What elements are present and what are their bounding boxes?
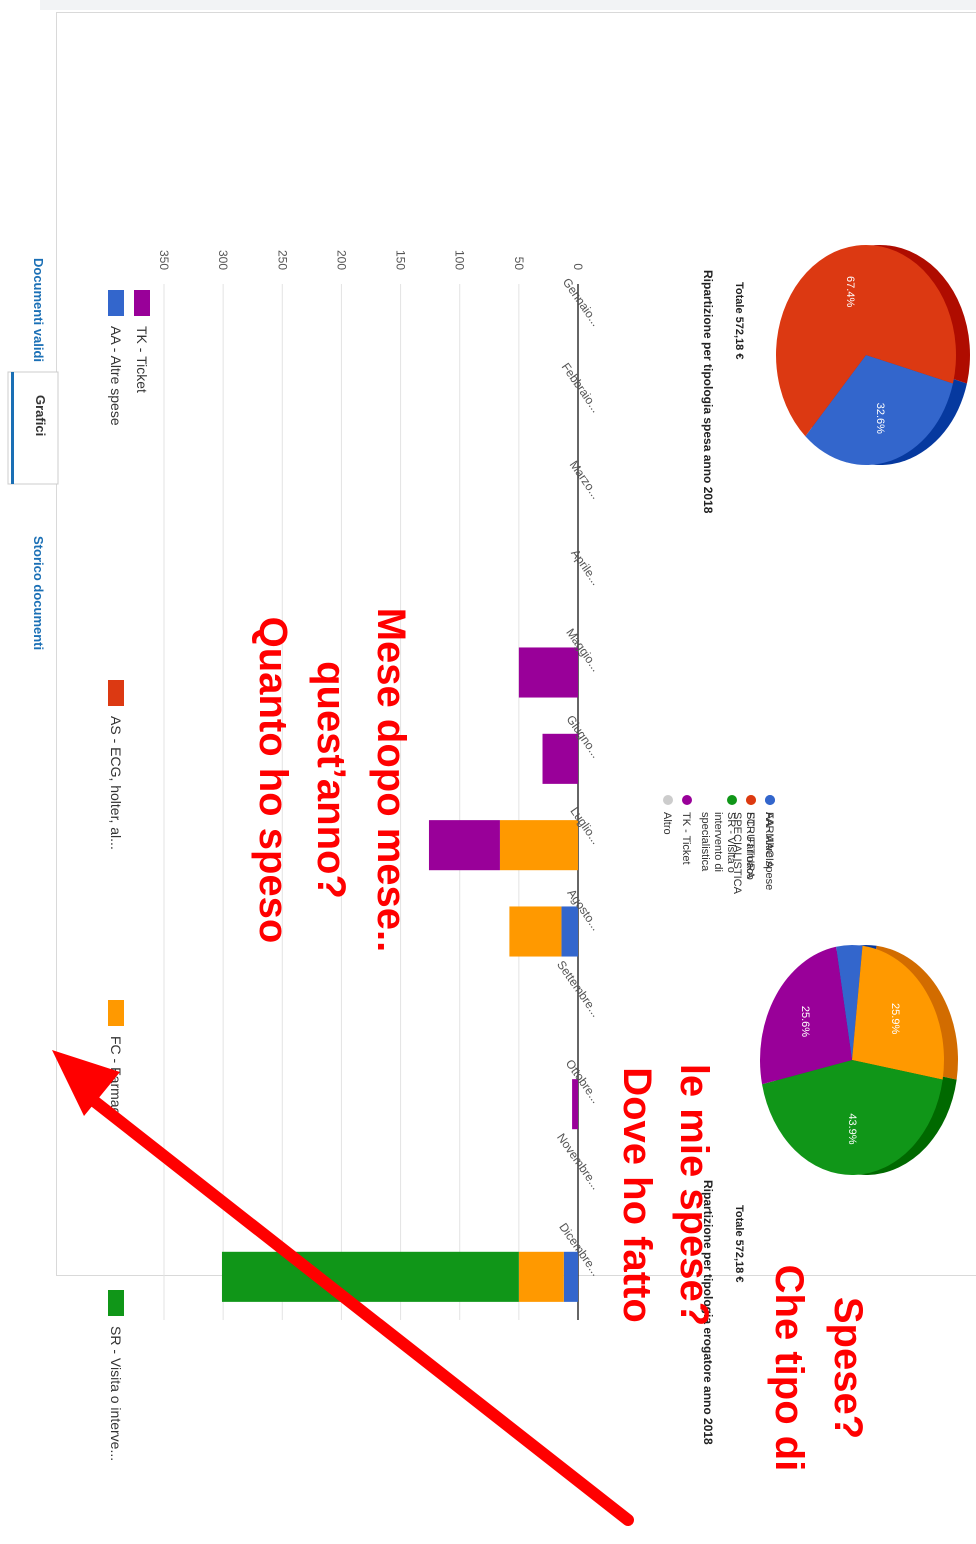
annotation-tipo-line-2: Spese? [826,1297,870,1439]
pie-tipologia-legend-label-3-3: specialistica [699,812,711,872]
legend-swatch-aa [108,290,124,316]
red-arrow-head [52,1050,120,1116]
pie-tipologia-slice-4[interactable] [760,946,852,1085]
pie-tipologia-legend-label-2-1: FC - Farmaco [744,812,756,880]
bar-12-aa[interactable] [563,1251,578,1302]
bar-7-tk[interactable] [428,820,500,871]
bar-6-tk[interactable] [542,733,578,784]
pie-erogatore-legend-label-2-2: SPECIALISTICA [731,812,743,895]
bar-7-fc[interactable] [499,820,578,871]
bar-8-fc[interactable] [509,906,562,957]
pie-chart-tipologia-spesa: Ripartizione per tipologia spesa anno 20… [661,270,958,1175]
annotation-quanto-line-1: Quanto ho speso [251,617,295,944]
pie-erogatore-legend-label-2-1: STRUTTURA [744,812,756,879]
legend-swatch-sr [108,1290,124,1316]
pie-chart-tipologia-erogatore: Ripartizione per tipologia erogatore ann… [701,245,970,1445]
y-tick-label-100: 100 [453,250,467,270]
y-tick-label-0: 0 [571,263,585,270]
pie-tipologia-legend-label-1-1: AA - Altre spese [763,812,775,890]
tab-grafici-box [7,371,59,485]
pie-tipologia-total: Totale 572,18 € [733,282,745,359]
legend-label-as: AS - ECG, holter, al... [108,716,124,850]
pie-erogatore-slice-1[interactable] [805,355,953,465]
pie-tipologia-title: Ripartizione per tipologia spesa anno 20… [701,270,715,514]
pie-tipologia-legend-label-5-1: Altro [661,812,673,835]
bar-8-aa[interactable] [561,906,578,957]
bar-12-sr[interactable] [221,1251,519,1302]
red-arrow-shaft [74,1084,634,1526]
x-tick-label-4: Aprile... [568,547,603,588]
bar-12-fc[interactable] [518,1251,564,1302]
annotation-dove-line-1: Dove ho fatto [615,1067,659,1323]
annotation-tipo: Che tipo di Spese? [767,1265,870,1472]
legend-swatch-tk [134,290,150,316]
pie-tipologia-slice-label-3: 43.9% [846,1113,858,1144]
pie-tipologia-legend-label-4-1: TK - Ticket [680,812,692,865]
pie-erogatore-total: Totale 572,18 € [733,1205,745,1282]
pie-tipologia-legend-dot-3 [727,795,737,805]
pie-tipologia-legend-dot-4 [682,795,692,805]
legend-label-aa: AA - Altre spese [108,326,124,426]
y-tick-label-200: 200 [334,250,348,270]
pie-erogatore-legend-dot-1 [765,795,775,805]
tab-documenti-validi[interactable]: Documenti validi [31,258,46,362]
legend-label-fc: FC - Farmaco [108,1036,124,1123]
x-tick-label-3: Marzo... [567,458,603,502]
annotation-quanto: Quanto ho speso quest’anno? Mese dopo me… [251,608,413,953]
pie-tipologia-legend-label-3-1: SR - Visita o [725,812,737,873]
annotation-dove: Dove ho fatto le mie spese? [615,1064,716,1326]
y-tick-label-350: 350 [157,250,171,270]
x-tick-label-2: Febbraio... [559,360,603,415]
x-tick-label-1: Gennaio... [560,275,603,328]
legend-label-sr: SR - Visita o interve... [108,1326,124,1461]
legend-swatch-fc [108,1000,124,1026]
pie-erogatore-slice-2[interactable] [776,245,956,437]
y-tick-label-150: 150 [394,250,408,270]
pie-erogatore-slice-label-1: 32.6% [874,403,886,434]
pie-tipologia-slice-label-2: 25.9% [889,1003,901,1034]
x-tick-label-10: Ottobre... [563,1057,603,1106]
annotation-quanto-line-2: quest’anno? [309,661,353,899]
pie-erogatore-legend-label-1-1: FARMACIA [763,812,775,869]
pie-tipologia-slice-label-4: 25.6% [799,1006,811,1037]
bar-10-tk[interactable] [572,1079,578,1130]
pie-tipologia-legend-dot-5 [663,795,673,805]
legend-swatch-as [108,680,124,706]
tab-storico-documenti[interactable]: Storico documenti [31,536,46,650]
y-tick-label-300: 300 [216,250,230,270]
pie-tipologia-slice-2[interactable] [852,945,944,1080]
pie-tipologia-slice-1[interactable] [836,945,863,1060]
pie-tipologia-legend-label-3-2: intervento di [712,812,724,872]
annotation-dove-line-2: le mie spese? [672,1064,716,1326]
annotation-quanto-line-3: Mese dopo mese.. [369,608,413,953]
tab-grafici-active-underline [11,372,14,484]
pie-erogatore-legend-dot-2 [746,795,756,805]
pie-tipologia-slice-3[interactable] [762,1060,943,1175]
pie-erogatore-slice-label-2: 67.4% [844,276,856,307]
tab-bar: Documenti validi Grafici Storico documen… [7,258,59,650]
y-tick-label-50: 50 [512,257,526,271]
tab-grafici[interactable]: Grafici [33,395,48,436]
y-tick-label-250: 250 [275,250,289,270]
bar-5-tk[interactable] [518,647,578,698]
red-arrow [52,1050,634,1526]
top-bar [40,0,976,10]
bar-chart-legend: AA - Altre spese AS - ECG, holter, al... F… [108,290,150,1461]
pie-erogatore-title: Ripartizione per tipologia erogatore ann… [701,1180,715,1445]
annotation-tipo-line-1: Che tipo di [767,1265,811,1472]
legend-label-tk: TK - Ticket [134,326,150,393]
